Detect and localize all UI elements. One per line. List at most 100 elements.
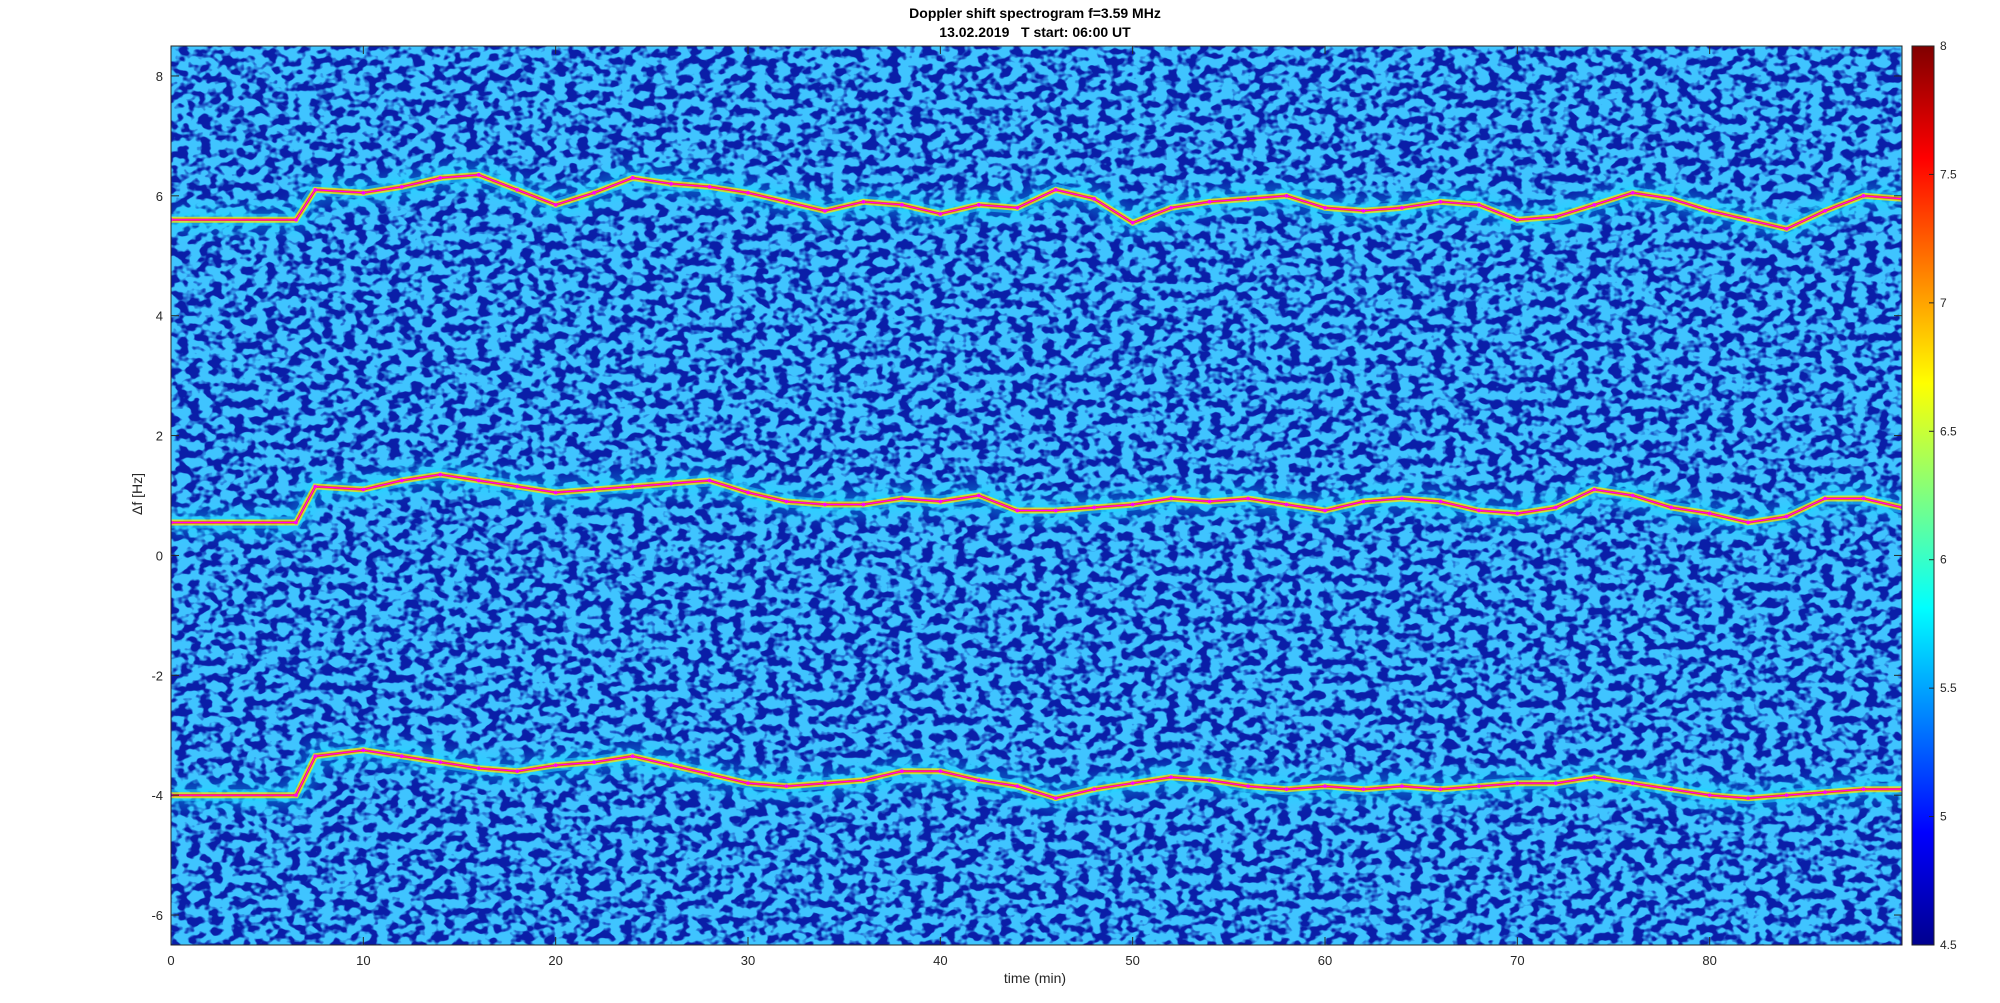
trace-point bbox=[669, 182, 673, 186]
trace-point bbox=[1861, 496, 1866, 501]
x-axis-label: time (min) bbox=[1004, 970, 1066, 986]
trace-point bbox=[746, 490, 750, 495]
trace-point bbox=[438, 760, 443, 765]
trace-point bbox=[1592, 487, 1597, 492]
trace-point bbox=[1477, 784, 1481, 788]
plot-area bbox=[170, 45, 1903, 946]
trace-point bbox=[746, 781, 750, 785]
trace-point bbox=[476, 173, 481, 177]
trace-point bbox=[1169, 775, 1173, 779]
trace-point bbox=[823, 502, 827, 507]
trace-point bbox=[1130, 502, 1135, 507]
x-tick-label: 0 bbox=[167, 953, 174, 968]
trace-point bbox=[400, 478, 404, 483]
trace-point bbox=[1092, 787, 1096, 791]
trace-point bbox=[1246, 197, 1250, 201]
trace-point bbox=[1554, 505, 1558, 510]
trace-point bbox=[707, 478, 712, 483]
trace-point bbox=[1361, 787, 1366, 791]
trace-point bbox=[1015, 784, 1020, 788]
trace-point bbox=[1592, 203, 1597, 207]
trace-point bbox=[900, 496, 904, 501]
trace-point bbox=[294, 793, 298, 797]
chart-title: Doppler shift spectrogram f=3.59 MHz bbox=[909, 5, 1161, 21]
trace-point bbox=[1400, 496, 1404, 501]
y-tick-label: 6 bbox=[156, 189, 163, 204]
trace-point bbox=[553, 203, 558, 207]
trace-point bbox=[1823, 790, 1827, 794]
trace-point bbox=[1554, 215, 1558, 219]
trace-point bbox=[823, 209, 827, 213]
trace-point bbox=[900, 203, 904, 207]
trace-point bbox=[1669, 787, 1673, 791]
chart-subtitle: 13.02.2019 T start: 06:00 UT bbox=[939, 24, 1131, 40]
trace-point bbox=[1554, 781, 1558, 785]
trace-point bbox=[1823, 496, 1827, 501]
colorbar-tick-label: 6.5 bbox=[1940, 424, 1957, 438]
trace-point bbox=[669, 763, 673, 767]
trace-point bbox=[784, 200, 789, 204]
trace-point bbox=[784, 784, 789, 788]
trace-point bbox=[1707, 209, 1712, 213]
trace-point bbox=[361, 487, 366, 492]
trace-point bbox=[1400, 206, 1404, 210]
y-tick-label: 4 bbox=[156, 309, 163, 324]
trace-point bbox=[294, 520, 298, 525]
trace-point bbox=[1400, 784, 1404, 788]
trace-point bbox=[438, 472, 443, 477]
trace-point bbox=[1669, 505, 1673, 510]
y-tick-label: 8 bbox=[156, 69, 163, 84]
trace-point bbox=[515, 484, 519, 489]
trace-point bbox=[313, 188, 318, 192]
y-axis-label: Δf [Hz] bbox=[129, 473, 145, 515]
trace-point bbox=[1746, 520, 1750, 525]
colorbar-tick-label: 7 bbox=[1940, 296, 1947, 310]
y-tick-label: -6 bbox=[151, 908, 163, 923]
trace-point bbox=[1784, 226, 1789, 231]
trace-point bbox=[1669, 197, 1673, 201]
trace-point bbox=[1053, 188, 1058, 192]
colorbar: 4.5 5 5.5 6 6.5 7 7.5 8 bbox=[1911, 39, 1957, 952]
trace-point bbox=[1284, 502, 1289, 507]
x-axis: 0 10 20 30 40 50 60 70 80 bbox=[167, 46, 1717, 968]
colorbar-gradient bbox=[1911, 45, 1935, 946]
doppler-trace-1 bbox=[171, 174, 1902, 230]
trace-point bbox=[1707, 793, 1712, 797]
trace-point bbox=[1053, 796, 1058, 800]
colorbar-tick-label: 4.5 bbox=[1940, 938, 1957, 952]
trace-point bbox=[707, 185, 712, 189]
trace-point bbox=[1053, 508, 1058, 513]
trace-point bbox=[938, 769, 943, 773]
colorbar-tick-label: 8 bbox=[1940, 39, 1947, 53]
trace-point bbox=[938, 212, 943, 216]
trace-point bbox=[1630, 493, 1635, 498]
trace-point bbox=[746, 191, 750, 195]
trace-point bbox=[1361, 209, 1366, 213]
trace-point bbox=[1284, 787, 1289, 791]
doppler-trace-3 bbox=[171, 749, 1902, 799]
trace-point bbox=[1169, 206, 1173, 210]
trace-point bbox=[1361, 499, 1366, 504]
trace-point bbox=[553, 490, 558, 495]
y-tick-label: 2 bbox=[156, 429, 163, 444]
x-tick-label: 10 bbox=[356, 953, 370, 968]
trace-point bbox=[1746, 218, 1750, 222]
trace-point bbox=[1707, 511, 1712, 516]
trace-point bbox=[1092, 197, 1096, 201]
trace-point bbox=[977, 778, 981, 782]
trace-layer bbox=[171, 173, 1902, 800]
trace-point bbox=[669, 481, 673, 486]
trace-point bbox=[1630, 781, 1635, 785]
x-tick-label: 30 bbox=[741, 953, 755, 968]
trace-point bbox=[977, 203, 981, 207]
trace-point bbox=[1630, 191, 1635, 195]
trace-point bbox=[1207, 499, 1212, 504]
x-tick-label: 60 bbox=[1318, 953, 1332, 968]
trace-point bbox=[900, 769, 904, 773]
trace-point bbox=[1861, 787, 1866, 791]
trace-point bbox=[1438, 200, 1443, 204]
trace-point bbox=[515, 769, 519, 773]
trace-point bbox=[861, 778, 866, 782]
trace-point bbox=[1823, 209, 1827, 213]
